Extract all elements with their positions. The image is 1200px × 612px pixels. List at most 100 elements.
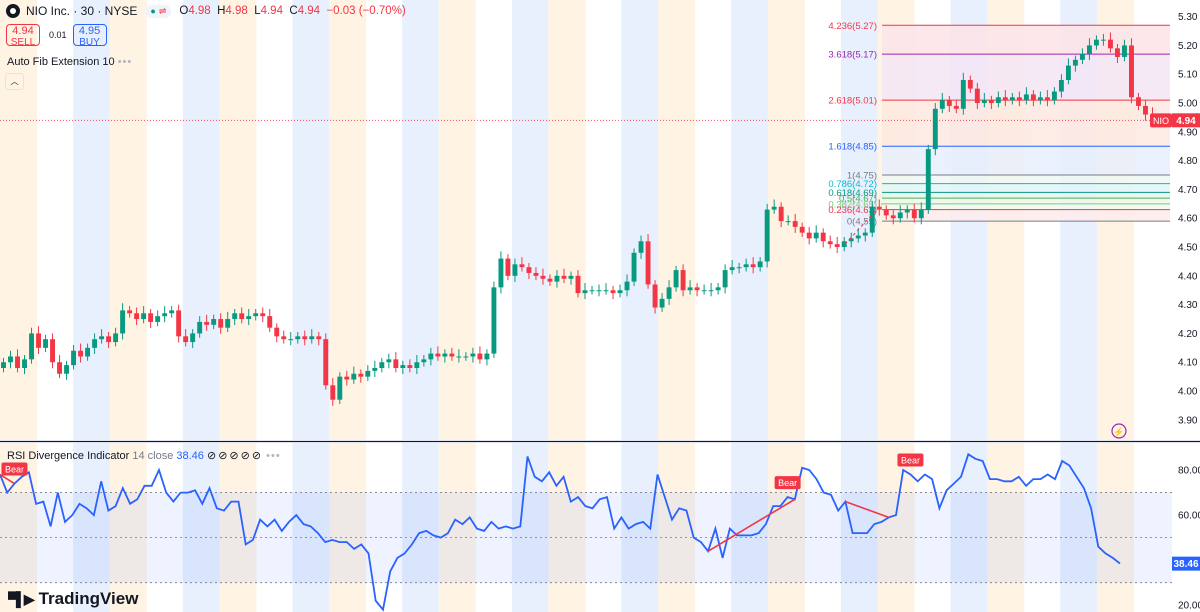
candle-body bbox=[92, 339, 98, 348]
candle-body bbox=[316, 336, 322, 340]
candle-body bbox=[659, 298, 665, 308]
candle-body bbox=[267, 316, 273, 328]
rsi-line bbox=[0, 452, 1121, 612]
fib-zone bbox=[882, 175, 1170, 184]
buy-button[interactable]: 4.95 BUY bbox=[72, 24, 107, 48]
candle-body bbox=[932, 108, 938, 150]
candle-body bbox=[204, 321, 210, 325]
candle-body bbox=[211, 319, 217, 325]
session-band bbox=[548, 0, 586, 612]
price-tick-label: 5.30 bbox=[1178, 12, 1198, 23]
candle-body bbox=[862, 232, 868, 236]
candle-body bbox=[841, 241, 847, 248]
candle-body bbox=[715, 287, 721, 291]
market-status-pill[interactable]: ● ⇌ bbox=[145, 4, 172, 18]
market-open-icon: ● bbox=[150, 6, 156, 16]
candle-body bbox=[743, 264, 749, 268]
fib-level-label: 3.618(5.17) bbox=[828, 50, 877, 61]
more-options-icon[interactable]: ••• bbox=[117, 56, 133, 68]
candle-body bbox=[708, 290, 714, 292]
candle-body bbox=[960, 80, 966, 109]
candle-body bbox=[1044, 97, 1050, 101]
candle-body bbox=[470, 353, 476, 357]
candle-body bbox=[673, 270, 679, 288]
candle-body bbox=[498, 258, 504, 288]
rsi-tick-label: 60.00 bbox=[1178, 511, 1200, 522]
candle-body bbox=[967, 80, 973, 89]
bear-signal-label: Bear bbox=[901, 456, 920, 466]
candle-body bbox=[491, 287, 497, 354]
trade-panel: 4.94 SELL 0.01 4.95 BUY bbox=[0, 24, 107, 48]
fib-level-label: 2.618(5.01) bbox=[828, 96, 877, 107]
candle-body bbox=[330, 385, 336, 400]
candle-body bbox=[939, 100, 945, 109]
candle-body bbox=[169, 310, 175, 314]
candle-body bbox=[680, 270, 686, 291]
candle-body bbox=[64, 365, 70, 374]
candle-body bbox=[1, 362, 6, 368]
candle-body bbox=[309, 336, 315, 340]
divergence-line bbox=[707, 498, 796, 552]
price-tick-label: 4.30 bbox=[1178, 300, 1198, 311]
collapse-legend-icon[interactable]: ︿ bbox=[5, 73, 24, 90]
candle-body bbox=[736, 267, 742, 269]
candle-body bbox=[43, 339, 48, 348]
candle-body bbox=[582, 290, 588, 294]
fib-indicator-legend[interactable]: Auto Fib Extension 10 ••• bbox=[7, 56, 132, 68]
symbol-tag-bg bbox=[1150, 113, 1172, 128]
last-price-label: 4.94 bbox=[1176, 116, 1196, 127]
price-axis-bg bbox=[1172, 0, 1200, 612]
candle-body bbox=[946, 100, 952, 106]
candle-body bbox=[323, 339, 329, 386]
candle-body bbox=[456, 356, 462, 358]
fib-level-label: 1.618(4.85) bbox=[828, 142, 877, 153]
candle-body bbox=[365, 370, 371, 377]
candle-body bbox=[407, 365, 413, 368]
candle-body bbox=[225, 319, 231, 328]
candle-body bbox=[561, 275, 567, 279]
candle-body bbox=[148, 313, 154, 322]
candle-body bbox=[589, 290, 595, 292]
brand-name: TradingView bbox=[38, 589, 139, 608]
bear-signal-bg bbox=[1, 462, 28, 476]
candle-body bbox=[526, 267, 532, 273]
fib-level-label: 0.236(4.63) bbox=[828, 205, 877, 216]
candle-body bbox=[1093, 39, 1099, 46]
session-band bbox=[109, 0, 147, 612]
session-band bbox=[73, 0, 111, 612]
rsi-more-options-icon[interactable]: ••• bbox=[266, 450, 281, 462]
candle-body bbox=[799, 226, 805, 233]
price-tick-label: 4.00 bbox=[1178, 387, 1198, 398]
candle-body bbox=[617, 290, 623, 294]
candle-body bbox=[694, 287, 700, 291]
rsi-tick-label: 20.00 bbox=[1178, 601, 1200, 612]
open-value: 4.98 bbox=[188, 5, 211, 17]
candle-body bbox=[855, 235, 861, 239]
candle-body bbox=[869, 206, 875, 233]
candle-body bbox=[722, 270, 728, 288]
rsi-indicator-legend[interactable]: RSI Divergence Indicator 14 close 38.46 … bbox=[7, 449, 281, 462]
candle-body bbox=[386, 359, 392, 363]
candle-body bbox=[414, 362, 420, 368]
tradingview-logo[interactable]: ▀▌▶ TradingView bbox=[8, 589, 138, 609]
symbol-header: NIO Inc. · 30 · NYSE ● ⇌ O4.98 H4.98 L4.9… bbox=[0, 0, 406, 22]
candle-body bbox=[827, 241, 833, 245]
spread-value: 0.01 bbox=[49, 30, 67, 40]
candle-body bbox=[106, 336, 112, 343]
tradingview-icon: ▀▌▶ bbox=[8, 590, 35, 607]
alert-lightning-icon bbox=[1111, 423, 1127, 439]
candle-body bbox=[764, 209, 770, 262]
sell-button[interactable]: 4.94 SELL bbox=[6, 24, 40, 48]
candle-body bbox=[372, 368, 378, 371]
candle-body bbox=[547, 278, 553, 282]
fib-zone bbox=[882, 100, 1170, 147]
candle-body bbox=[645, 241, 651, 285]
session-band bbox=[0, 0, 38, 612]
candle-body bbox=[603, 290, 609, 292]
candle-body bbox=[1100, 39, 1106, 41]
candle-body bbox=[1065, 65, 1071, 80]
candle-body bbox=[540, 275, 546, 279]
candle-body bbox=[897, 212, 903, 219]
symbol-title[interactable]: NIO Inc. · 30 · NYSE bbox=[26, 4, 138, 18]
